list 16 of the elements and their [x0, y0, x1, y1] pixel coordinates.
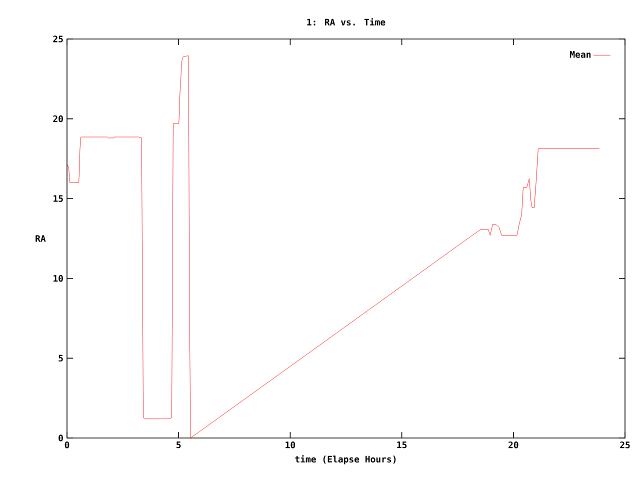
x-tick-label: 10	[286, 442, 296, 448]
x-tick-label: 0	[64, 442, 70, 448]
y-tick-label: 0	[58, 434, 63, 442]
legend-label: Mean	[570, 51, 591, 58]
x-axis-title: time (Elapse Hours)	[295, 455, 396, 464]
x-tick-label: 20	[508, 442, 518, 448]
y-tick-label: 20	[53, 115, 63, 122]
x-tick-label: 15	[397, 442, 407, 448]
x-tick-label: 25	[620, 442, 630, 448]
y-tick-label: 15	[54, 195, 63, 202]
y-tick-label: 5	[58, 354, 63, 362]
y-axis-title: RA	[36, 235, 46, 242]
y-tick-label: 25	[53, 36, 63, 42]
chart-title: 1: RA vs. Time	[307, 18, 386, 26]
y-tick-label: 10	[54, 275, 63, 282]
x-tick-label: 5	[176, 442, 181, 448]
